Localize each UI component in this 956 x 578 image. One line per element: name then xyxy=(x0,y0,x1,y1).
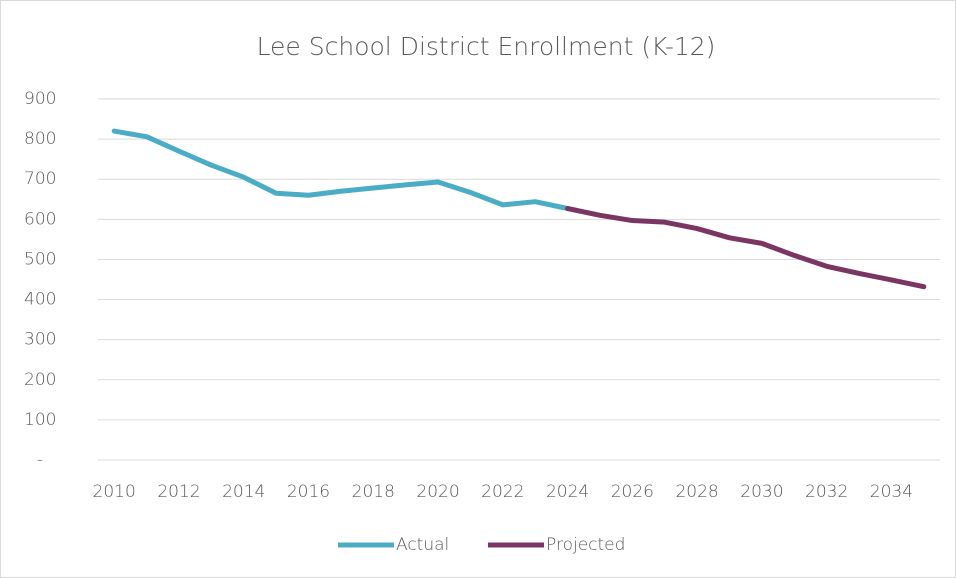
x-tick-label: 2028 xyxy=(675,482,718,502)
x-tick-label: 2022 xyxy=(481,482,524,502)
y-tick-label: 700 xyxy=(24,169,56,189)
y-tick-label: 400 xyxy=(24,290,56,310)
y-tick-label: - xyxy=(37,450,43,470)
y-tick-label: 300 xyxy=(24,330,56,350)
y-tick-label: 900 xyxy=(24,89,56,109)
legend-label: Projected xyxy=(546,535,625,555)
y-tick-label: 200 xyxy=(24,370,56,390)
x-tick-label: 2020 xyxy=(416,482,459,502)
y-tick-label: 100 xyxy=(24,410,56,430)
x-tick-label: 2030 xyxy=(740,482,783,502)
x-tick-label: 2024 xyxy=(546,482,589,502)
series-line xyxy=(111,128,571,212)
chart-title: Lee School District Enrollment (K-12) xyxy=(257,32,716,61)
x-tick-label: 2012 xyxy=(157,482,200,502)
x-tick-label: 2010 xyxy=(93,482,136,502)
legend-label: Actual xyxy=(396,535,449,555)
series-line xyxy=(565,206,927,290)
y-tick-label: 500 xyxy=(24,249,56,269)
x-tick-label: 2014 xyxy=(222,482,265,502)
x-tick-label: 2016 xyxy=(287,482,330,502)
x-tick-label: 2026 xyxy=(611,482,654,502)
y-tick-label: 600 xyxy=(24,209,56,229)
y-tick-label: 800 xyxy=(24,129,56,149)
x-tick-label: 2032 xyxy=(805,482,848,502)
x-tick-label: 2018 xyxy=(352,482,395,502)
x-tick-label: 2034 xyxy=(870,482,913,502)
